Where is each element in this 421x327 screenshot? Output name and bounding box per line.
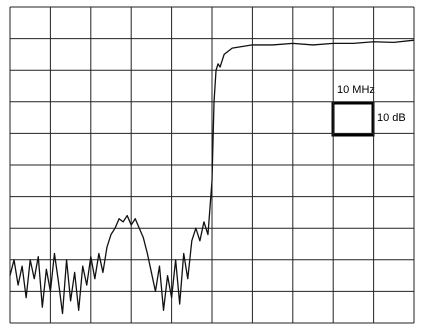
annotation: 10 MHz	[337, 84, 375, 96]
scale-box	[331, 101, 375, 137]
annotation: 10 dB	[377, 112, 406, 124]
trace	[9, 39, 415, 315]
